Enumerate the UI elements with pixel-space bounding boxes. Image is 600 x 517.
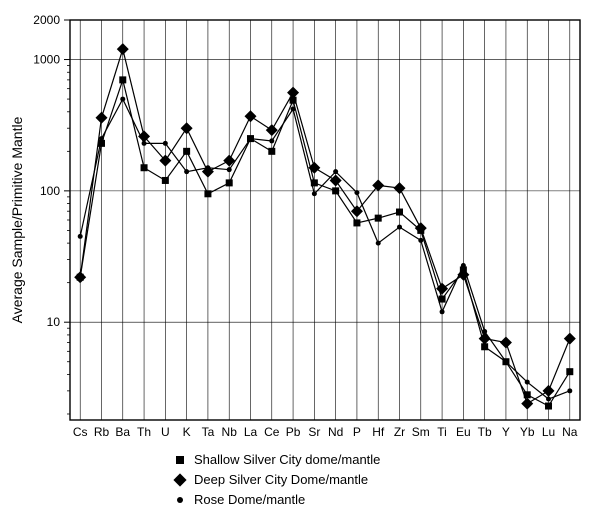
chart-svg: 10 100 1000 2000 Cs Rb Ba Th UK Ta Nb La Ce Pb Sr Nd P Hf…	[0, 0, 600, 517]
x-tick-label: Cs	[73, 425, 88, 439]
marker-circle	[440, 309, 445, 314]
marker-square	[353, 219, 360, 226]
legend-label: Shallow Silver City dome/mantle	[194, 452, 380, 467]
x-tick-label: P	[353, 425, 361, 439]
y-tick-label: 10	[47, 315, 61, 329]
marker-circle	[177, 497, 183, 503]
marker-circle	[227, 167, 232, 172]
x-tick-label: Sm	[412, 425, 430, 439]
legend-label: Rose Dome/mantle	[194, 492, 305, 507]
legend-label: Deep Silver City Dome/mantle	[194, 472, 368, 487]
marker-circle	[291, 107, 296, 112]
y-axis-label: Average Sample/Primitive Mantle	[9, 116, 25, 323]
marker-square	[204, 190, 211, 197]
marker-square	[566, 368, 573, 375]
y-tick-label: 1000	[33, 53, 60, 67]
marker-square	[545, 403, 552, 410]
marker-circle	[184, 169, 189, 174]
marker-circle	[567, 388, 572, 393]
x-tick-label: Na	[562, 425, 578, 439]
x-tick-label: Tb	[478, 425, 492, 439]
marker-circle	[120, 97, 125, 102]
marker-square	[375, 215, 382, 222]
x-tick-label: Hf	[372, 425, 385, 439]
marker-circle	[333, 169, 338, 174]
x-tick-label: Yb	[520, 425, 535, 439]
spider-chart: 10 100 1000 2000 Cs Rb Ba Th UK Ta Nb La Ce Pb Sr Nd P Hf…	[0, 0, 600, 517]
x-tick-label: Th	[137, 425, 151, 439]
x-tick-label: Ba	[115, 425, 130, 439]
marker-circle	[418, 238, 423, 243]
x-tick-label: Sr	[308, 425, 320, 439]
marker-circle	[503, 359, 508, 364]
x-tick-label: Lu	[542, 425, 555, 439]
marker-circle	[99, 136, 104, 141]
x-tick-label: Y	[502, 425, 510, 439]
marker-circle	[142, 141, 147, 146]
x-tick-label: Nb	[222, 425, 238, 439]
marker-circle	[354, 190, 359, 195]
x-tick-label: Zr	[394, 425, 405, 439]
chart-bg	[0, 0, 600, 517]
marker-square	[396, 209, 403, 216]
marker-circle	[78, 234, 83, 239]
x-tick-label: Ce	[264, 425, 280, 439]
marker-square	[119, 76, 126, 83]
x-tick-label: Ti	[437, 425, 447, 439]
x-tick-label: Rb	[94, 425, 110, 439]
marker-circle	[163, 141, 168, 146]
marker-square	[268, 148, 275, 155]
x-tick-label: U	[161, 425, 170, 439]
marker-square	[141, 164, 148, 171]
marker-circle	[546, 397, 551, 402]
marker-circle	[525, 380, 530, 385]
marker-square	[183, 148, 190, 155]
marker-circle	[312, 191, 317, 196]
marker-circle	[461, 263, 466, 268]
marker-square	[332, 187, 339, 194]
marker-circle	[248, 136, 253, 141]
x-tick-label: La	[244, 425, 258, 439]
marker-square	[162, 177, 169, 184]
marker-circle	[376, 241, 381, 246]
x-tick-label: K	[183, 425, 191, 439]
marker-circle	[397, 225, 402, 230]
x-tick-label: Pb	[286, 425, 301, 439]
x-tick-label: Eu	[456, 425, 471, 439]
y-tick-label: 2000	[33, 13, 60, 27]
x-tick-label: Nd	[328, 425, 343, 439]
marker-circle	[205, 165, 210, 170]
marker-circle	[269, 138, 274, 143]
marker-square	[176, 456, 184, 464]
x-tick-label: Ta	[202, 425, 215, 439]
marker-circle	[482, 329, 487, 334]
marker-square	[226, 179, 233, 186]
y-tick-label: 100	[40, 184, 60, 198]
